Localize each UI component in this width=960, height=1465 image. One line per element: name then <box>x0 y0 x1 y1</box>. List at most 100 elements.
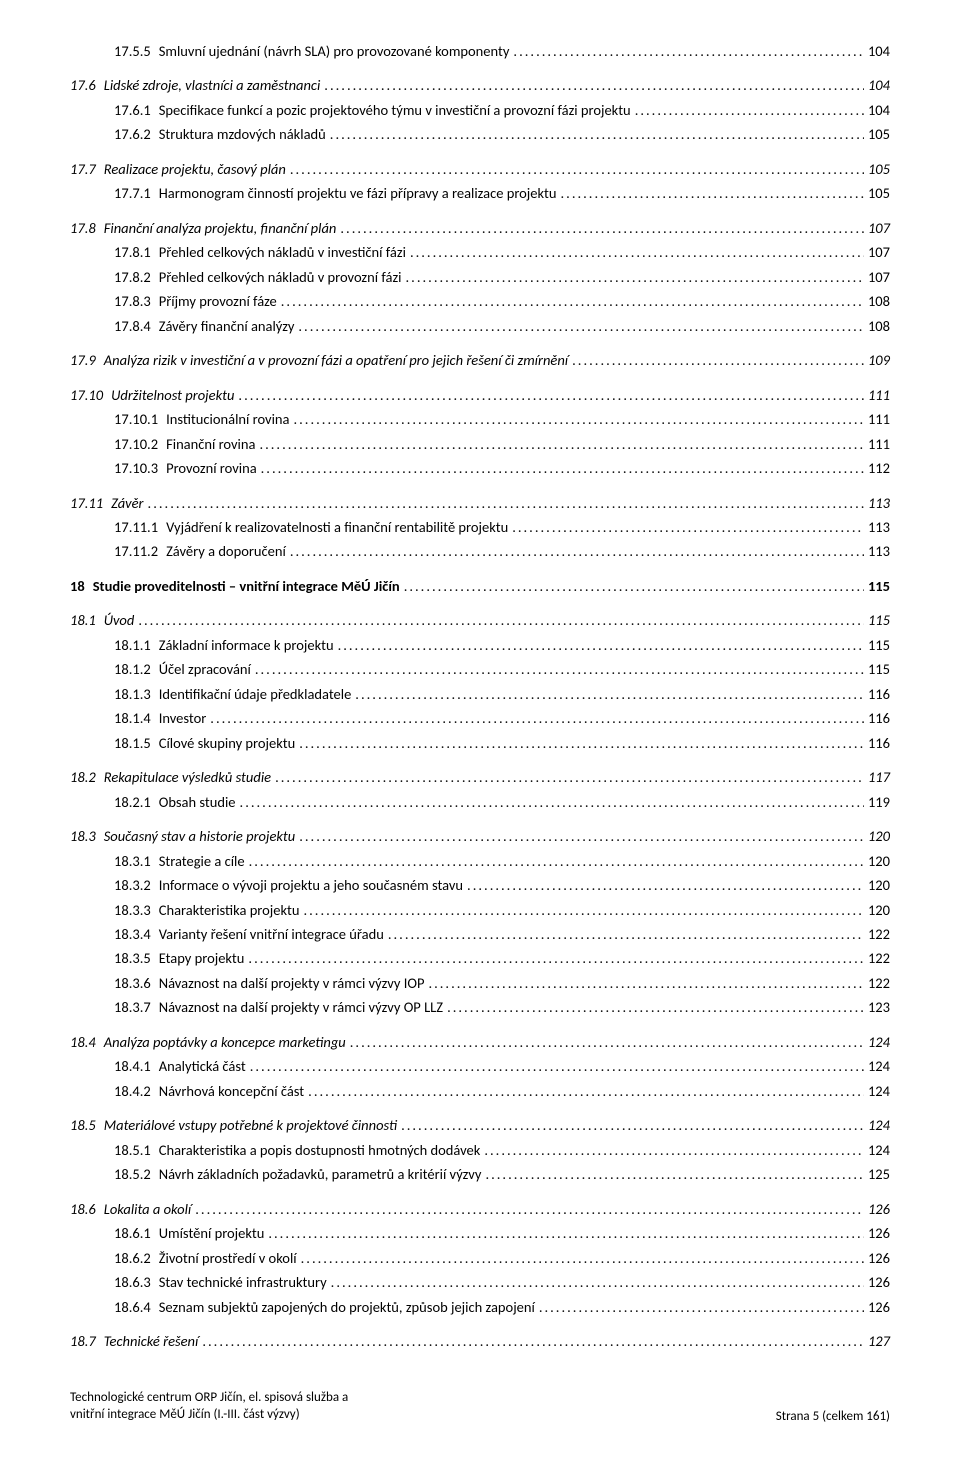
toc-title: Základní informace k projektu <box>159 634 334 656</box>
toc-page: 124 <box>864 1055 890 1077</box>
toc-title: Závěry a doporučení <box>166 540 286 562</box>
toc-title: Analýza poptávky a koncepce marketingu <box>104 1031 346 1053</box>
toc-leader: ........................................… <box>246 1055 864 1077</box>
toc-leader: ........................................… <box>402 266 864 288</box>
toc-number: 18.7 <box>70 1330 104 1352</box>
toc-page: 117 <box>864 766 890 788</box>
toc-page: 120 <box>864 874 890 896</box>
toc-title: Smluvní ujednání (návrh SLA) pro provozo… <box>159 40 510 62</box>
toc-leader: ........................................… <box>255 433 863 455</box>
toc-entry: 18.2Rekapitulace výsledků studie........… <box>70 766 890 788</box>
toc-entry: 17.11.2Závěry a doporučení..............… <box>70 540 890 562</box>
toc-leader: ........................................… <box>336 217 864 239</box>
toc-leader: ........................................… <box>289 408 863 430</box>
toc-gap <box>70 756 890 766</box>
toc-title: Analýza rizik v investiční a v provozní … <box>104 349 568 371</box>
toc-title: Umístění projektu <box>159 1222 265 1244</box>
toc-leader: ........................................… <box>134 609 864 631</box>
toc-page: 115 <box>864 634 890 656</box>
toc-title: Investor <box>159 707 207 729</box>
toc-leader: ........................................… <box>144 492 864 514</box>
toc-entry: 18.6.1Umístění projektu.................… <box>70 1222 890 1244</box>
toc-page: 113 <box>864 516 890 538</box>
toc-page: 122 <box>864 923 890 945</box>
toc-number: 17.11.1 <box>114 516 166 538</box>
toc-number: 18.6 <box>70 1198 104 1220</box>
toc-leader: ........................................… <box>206 707 864 729</box>
toc-number: 17.6.1 <box>114 99 159 121</box>
toc-number: 17.6.2 <box>114 123 159 145</box>
toc-entry: 18.3.7Návaznost na další projekty v rámc… <box>70 996 890 1018</box>
toc-title: Rekapitulace výsledků studie <box>104 766 271 788</box>
toc-entry: 17.8.4Závěry finanční analýzy...........… <box>70 315 890 337</box>
toc-title: Lokalita a okolí <box>104 1198 192 1220</box>
toc-number: 18.1.2 <box>114 658 159 680</box>
toc-number: 18.4 <box>70 1031 104 1053</box>
toc-entry: 17.10.2Finanční rovina..................… <box>70 433 890 455</box>
toc-number: 18.4.1 <box>114 1055 159 1077</box>
toc-title: Životní prostředí v okolí <box>159 1247 297 1269</box>
toc-title: Účel zpracování <box>159 658 251 680</box>
toc-title: Příjmy provozní fáze <box>159 290 277 312</box>
toc-title: Analytická část <box>159 1055 246 1077</box>
toc-page: 120 <box>864 825 890 847</box>
toc-number: 18.3.1 <box>114 850 159 872</box>
toc-leader: ........................................… <box>244 947 864 969</box>
toc-page: 104 <box>864 74 890 96</box>
toc-entry: 17.6Lidské zdroje, vlastníci a zaměstnan… <box>70 74 890 96</box>
toc-title: Informace o vývoji projektu a jeho souča… <box>159 874 463 896</box>
toc-page: 127 <box>864 1330 890 1352</box>
toc-page: 122 <box>864 947 890 969</box>
toc-page: 124 <box>864 1031 890 1053</box>
toc-entry: 18.5.2Návrh základních požadavků, parame… <box>70 1163 890 1185</box>
toc-number: 17.8.4 <box>114 315 159 337</box>
toc-leader: ........................................… <box>295 732 864 754</box>
toc-entry: 17.6.2Struktura mzdových nákladů........… <box>70 123 890 145</box>
toc-title: Charakteristika projektu <box>159 899 300 921</box>
toc-leader: ........................................… <box>334 634 864 656</box>
toc-leader: ........................................… <box>557 182 864 204</box>
toc-leader: ........................................… <box>463 874 864 896</box>
toc-entry: 17.11Závěr..............................… <box>70 492 890 514</box>
toc-gap <box>70 339 890 349</box>
toc-page: 104 <box>864 40 890 62</box>
toc-leader: ........................................… <box>271 766 864 788</box>
toc-page: 126 <box>864 1296 890 1318</box>
toc-page: 124 <box>864 1080 890 1102</box>
toc-leader: ........................................… <box>251 658 864 680</box>
toc-page: 111 <box>864 384 890 406</box>
toc-number: 18.1.5 <box>114 732 159 754</box>
toc-title: Přehled celkových nákladů v provozní fáz… <box>159 266 402 288</box>
toc-leader: ........................................… <box>443 996 864 1018</box>
toc-title: Lidské zdroje, vlastníci a zaměstnanci <box>104 74 321 96</box>
toc-entry: 18.1.4Investor..........................… <box>70 707 890 729</box>
toc-number: 17.11 <box>70 492 111 514</box>
toc-leader: ........................................… <box>631 99 864 121</box>
toc-entry: 18.3.3Charakteristika projektu..........… <box>70 899 890 921</box>
toc-title: Současný stav a historie projektu <box>104 825 296 847</box>
toc-gap <box>70 1104 890 1114</box>
toc-number: 17.8.2 <box>114 266 159 288</box>
toc-title: Struktura mzdových nákladů <box>159 123 326 145</box>
toc-number: 18.1.1 <box>114 634 159 656</box>
toc-title: Finanční rovina <box>166 433 255 455</box>
toc-gap <box>70 1320 890 1330</box>
toc-entry: 18.3.4Varianty řešení vnitřní integrace … <box>70 923 890 945</box>
toc-gap <box>70 1021 890 1031</box>
toc-leader: ........................................… <box>257 457 864 479</box>
toc-page: 126 <box>864 1247 890 1269</box>
toc-leader: ........................................… <box>535 1296 864 1318</box>
toc-number: 18.3.5 <box>114 947 159 969</box>
toc-entry: 18.5.1Charakteristika a popis dostupnost… <box>70 1139 890 1161</box>
toc-title: Návaznost na další projekty v rámci výzv… <box>159 996 443 1018</box>
toc-page: 113 <box>864 540 890 562</box>
toc-leader: ........................................… <box>568 349 864 371</box>
toc-entry: 18.4Analýza poptávky a koncepce marketin… <box>70 1031 890 1053</box>
toc-page: 113 <box>864 492 890 514</box>
toc-page: 122 <box>864 972 890 994</box>
toc-entry: 17.7.1Harmonogram činností projektu ve f… <box>70 182 890 204</box>
toc-entry: 18.3.6Návaznost na další projekty v rámc… <box>70 972 890 994</box>
toc-entry: 17.9Analýza rizik v investiční a v provo… <box>70 349 890 371</box>
toc-page: 120 <box>864 899 890 921</box>
toc-entry: 18.3.2Informace o vývoji projektu a jeho… <box>70 874 890 896</box>
